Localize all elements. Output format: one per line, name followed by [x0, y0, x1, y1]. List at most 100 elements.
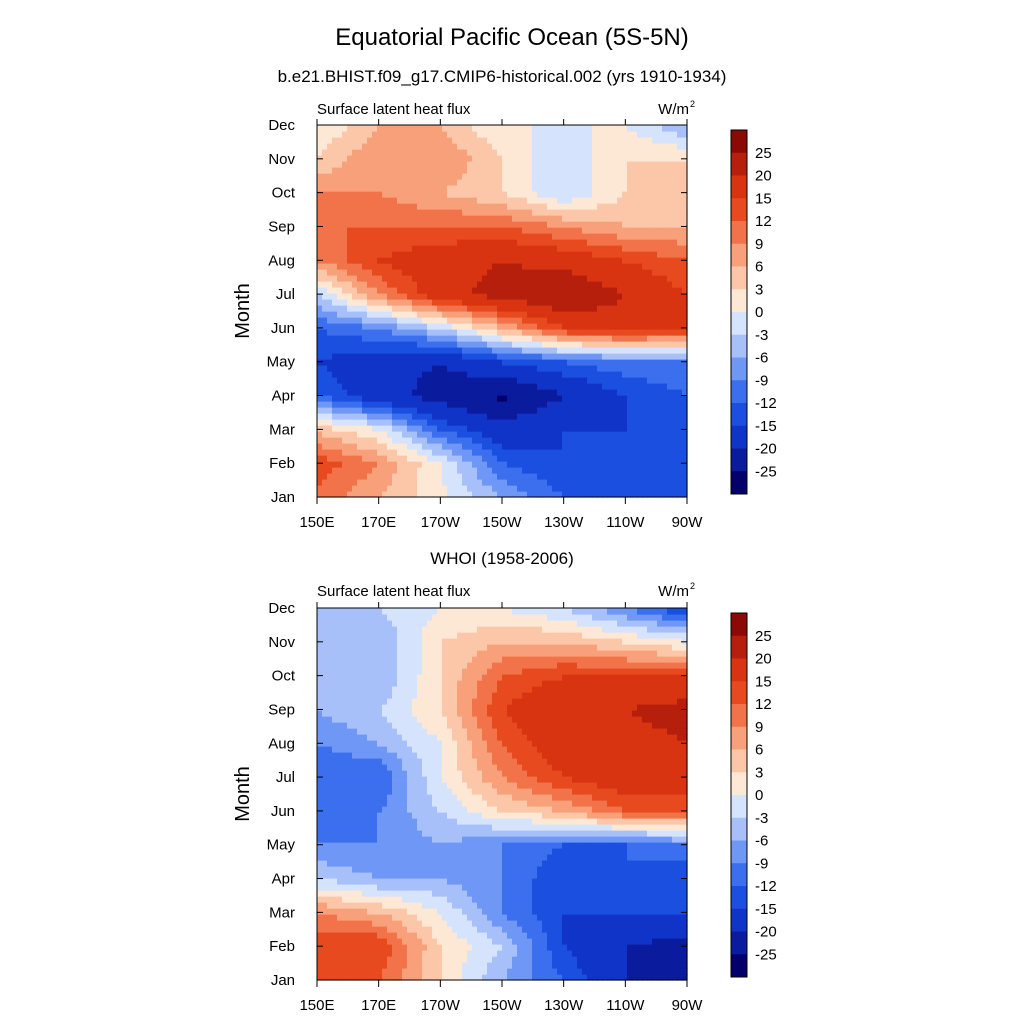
- heatmap-cell: [412, 263, 418, 270]
- heatmap-cell: [572, 131, 578, 138]
- heatmap-cell: [362, 395, 368, 402]
- heatmap-cell: [627, 221, 633, 228]
- heatmap-cell: [337, 329, 343, 336]
- heatmap-cell: [452, 479, 458, 486]
- heatmap-cell: [432, 293, 438, 300]
- heatmap-cell: [652, 401, 658, 408]
- heatmap-cell: [477, 443, 483, 450]
- heatmap-cell: [482, 299, 488, 306]
- heatmap-cell: [647, 485, 653, 492]
- heatmap-cell: [522, 413, 528, 420]
- heatmap-cell: [662, 209, 668, 216]
- heatmap-cell: [597, 245, 603, 252]
- heatmap-cell: [322, 245, 328, 252]
- heatmap-cell: [447, 479, 453, 486]
- heatmap-cell: [387, 383, 393, 390]
- heatmap-cell: [542, 968, 548, 975]
- heatmap-cell: [587, 407, 593, 414]
- heatmap-cell: [377, 431, 383, 438]
- heatmap-cell: [337, 473, 343, 480]
- heatmap-cell: [357, 461, 363, 468]
- heatmap-cell: [512, 365, 518, 372]
- y-tick-label: Mar: [269, 421, 295, 438]
- heatmap-cell: [327, 251, 333, 258]
- heatmap-cell: [442, 131, 448, 138]
- heatmap-cell: [617, 197, 623, 204]
- heatmap-cell: [432, 347, 438, 354]
- heatmap-cell: [362, 389, 368, 396]
- heatmap-cell: [427, 485, 433, 492]
- heatmap-cell: [572, 143, 578, 150]
- panel-2: WHOI (1958-2006)Surface latent heat flux…: [232, 549, 777, 1014]
- heatmap-cell: [627, 974, 633, 981]
- heatmap-cell: [667, 341, 673, 348]
- heatmap-cell: [362, 383, 368, 390]
- heatmap-cell: [607, 269, 613, 276]
- heatmap-cell: [357, 185, 363, 192]
- heatmap-cell: [367, 131, 373, 138]
- heatmap-cell: [592, 335, 598, 342]
- heatmap-cell: [502, 473, 508, 480]
- heatmap-cell: [387, 227, 393, 234]
- heatmap-cell: [527, 233, 533, 240]
- heatmap-cell: [402, 299, 408, 306]
- heatmap-cell: [677, 425, 683, 432]
- heatmap-cell: [507, 491, 513, 498]
- heatmap-cell: [412, 473, 418, 480]
- heatmap-cell: [372, 377, 378, 384]
- heatmap-cell: [602, 395, 608, 402]
- heatmap-cell: [572, 215, 578, 222]
- heatmap-cell: [332, 425, 338, 432]
- heatmap-cell: [612, 431, 618, 438]
- heatmap-cell: [412, 227, 418, 234]
- heatmap-cell: [317, 968, 323, 975]
- heatmap-cell: [432, 365, 438, 372]
- heatmap-cell: [502, 257, 508, 264]
- heatmap-cell: [547, 491, 553, 498]
- heatmap-cell: [612, 311, 618, 318]
- heatmap-cell: [322, 449, 328, 456]
- heatmap-cell: [457, 491, 463, 498]
- heatmap-cell: [567, 323, 573, 330]
- heatmap-cell: [682, 335, 688, 342]
- heatmap-cell: [437, 353, 443, 360]
- heatmap-cell: [602, 227, 608, 234]
- heatmap-cell: [332, 131, 338, 138]
- heatmap-cell: [582, 419, 588, 426]
- heatmap-cell: [512, 293, 518, 300]
- heatmap-cell: [657, 161, 663, 168]
- heatmap-cell: [632, 455, 638, 462]
- heatmap-cell: [452, 974, 458, 981]
- heatmap-cell: [342, 425, 348, 432]
- heatmap-cell: [612, 299, 618, 306]
- heatmap-cell: [647, 257, 653, 264]
- heatmap-cell: [392, 974, 398, 981]
- heatmap-cell: [662, 203, 668, 210]
- heatmap-cell: [602, 299, 608, 306]
- heatmap-cell: [332, 377, 338, 384]
- heatmap-cell: [497, 311, 503, 318]
- heatmap-cell: [617, 245, 623, 252]
- heatmap-cell: [547, 485, 553, 492]
- heatmap-cell: [557, 431, 563, 438]
- heatmap-cell: [672, 329, 678, 336]
- heatmap-cell: [332, 950, 338, 957]
- heatmap-cell: [472, 365, 478, 372]
- heatmap-cell: [437, 425, 443, 432]
- heatmap-cell: [397, 389, 403, 396]
- heatmap-cell: [352, 203, 358, 210]
- heatmap-cell: [467, 299, 473, 306]
- heatmap-cell: [462, 131, 468, 138]
- heatmap-cell: [337, 479, 343, 486]
- heatmap-cell: [457, 251, 463, 258]
- heatmap-cell: [382, 323, 388, 330]
- heatmap-cell: [382, 203, 388, 210]
- heatmap-cell: [387, 287, 393, 294]
- heatmap-cell: [472, 287, 478, 294]
- heatmap-cell: [407, 155, 413, 162]
- heatmap-cell: [637, 179, 643, 186]
- heatmap-cell: [562, 485, 568, 492]
- heatmap-cell: [477, 329, 483, 336]
- heatmap-cell: [357, 227, 363, 234]
- heatmap-cell: [577, 431, 583, 438]
